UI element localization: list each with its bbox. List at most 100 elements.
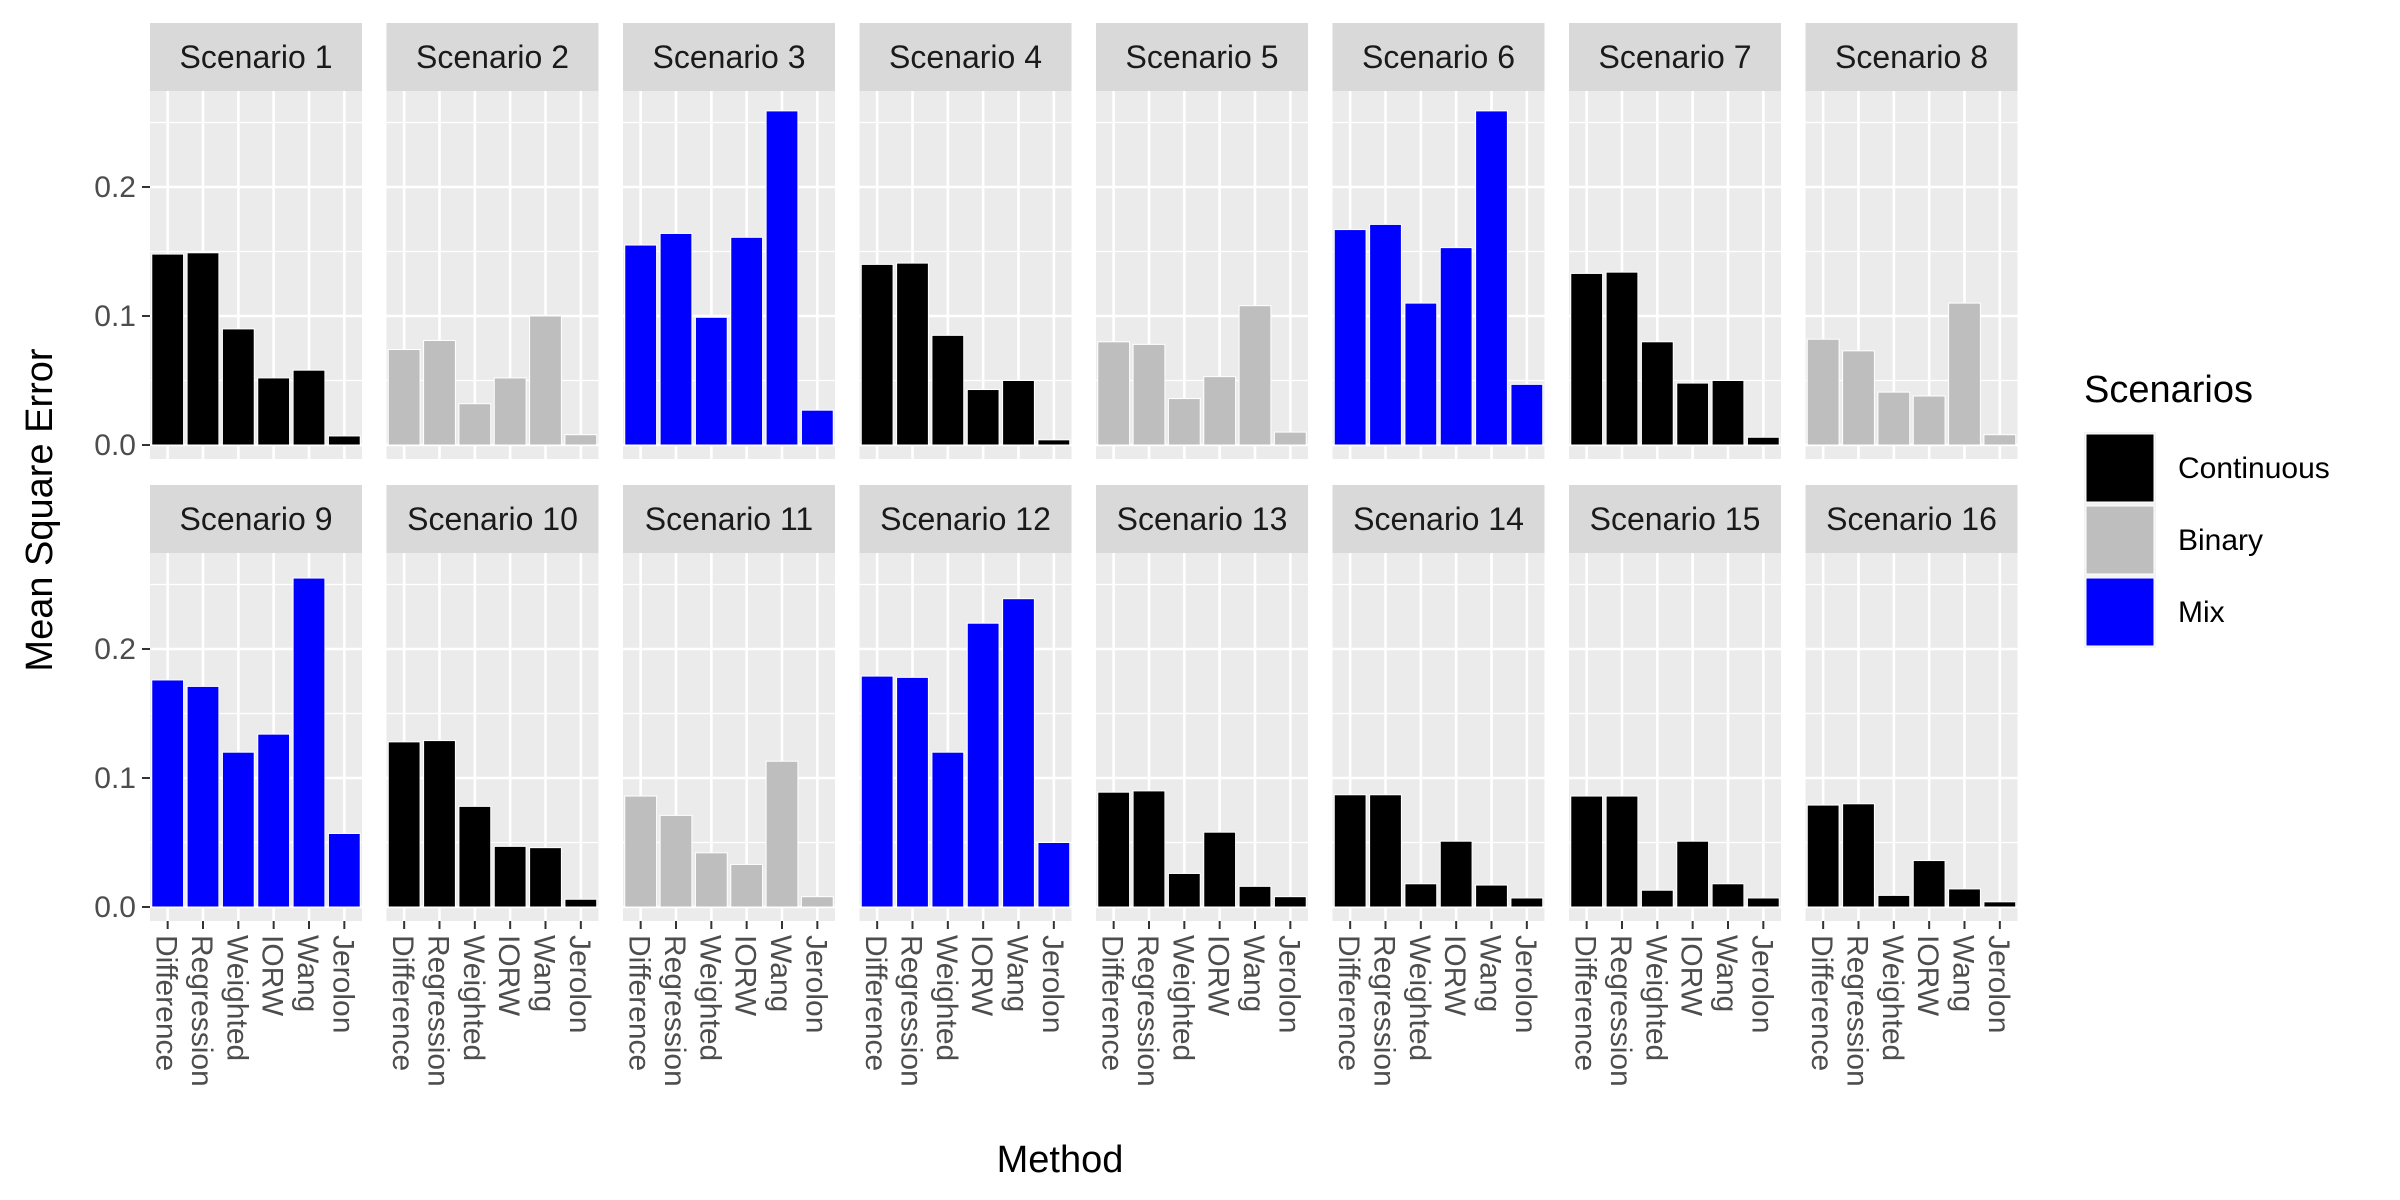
bar [694,316,728,446]
bar [1132,790,1166,908]
facet-title: Scenario 4 [889,39,1042,75]
x-tick-label: Regression [1604,935,1637,1087]
x-tick-label: Regression [1841,935,1874,1087]
facet-title: Scenario 5 [1126,39,1279,75]
bar [765,110,799,446]
bar [1510,383,1544,446]
bar [1676,840,1710,908]
bar [1203,831,1237,908]
x-tick-label: Regression [185,935,218,1087]
bar [624,795,658,908]
bar [221,751,255,908]
bar [564,898,598,908]
bar [1203,376,1237,446]
y-axis-layer: 0.0 0.1 0.2 0.0 0.1 0.2 [94,171,150,924]
x-tick-label: Weighted [1403,935,1436,1061]
bar [1746,436,1780,446]
bar [1002,380,1035,446]
legend-swatch [2085,505,2155,575]
bar [1640,341,1674,446]
legend-swatch [2085,577,2155,647]
bar [931,751,965,908]
x-tick-label: Wang [291,935,324,1012]
bar [257,733,291,908]
y-tick-label: 0.0 [94,429,136,462]
y-tick-label: 0.1 [94,762,136,795]
bar [387,349,421,446]
facet-strip [859,485,1072,553]
x-tick-label: Difference [1096,935,1129,1071]
x-tick-label: Regression [658,935,691,1087]
x-tick-label: Regression [1131,935,1164,1087]
facet-panel: Scenario 4 [859,23,1072,459]
x-tick-label: Jerolon [1036,935,1069,1033]
x-tick-label: Difference [1805,935,1838,1071]
panel-background [623,553,835,921]
bar [1037,842,1071,908]
bar [1640,889,1674,908]
bar [659,232,693,446]
facet-strip [1332,485,1545,553]
facet-strip [1805,485,2018,553]
x-tick-label: Jerolon [563,935,596,1033]
x-tick-label: Weighted [930,935,963,1061]
x-tick-label: Wang [1237,935,1270,1012]
x-tick-label: IORW [256,935,289,1017]
facet-panel: Scenario 3 [623,23,835,459]
legend-swatch [2085,433,2155,503]
facet-panel: Scenario 9 [150,485,362,921]
bar [564,434,598,446]
x-tick-label: Wang [1947,935,1980,1012]
facet-panel: Scenario 8 [1805,23,2018,459]
bar [1404,302,1438,446]
facet-title: Scenario 7 [1599,39,1752,75]
facet-title: Scenario 9 [180,501,333,537]
bar [1877,894,1911,908]
facet-title: Scenario 12 [880,501,1051,537]
facet-title: Scenario 15 [1590,501,1761,537]
bar [151,253,185,446]
x-tick-label: Jerolon [1982,935,2015,1033]
facet-title: Scenario 14 [1353,501,1524,537]
bar [1238,885,1272,908]
y-tick-label: 0.0 [94,891,136,924]
legend-label: Continuous [2178,452,2330,485]
bar [800,896,834,908]
x-tick-label: Jerolon [1745,935,1778,1033]
panel-background [1096,91,1308,459]
x-tick-label: IORW [1438,935,1471,1017]
facet-panel: Scenario 16 [1805,485,2018,921]
panel-background [150,91,362,459]
bar [327,435,361,446]
bar [1912,395,1946,446]
facet-panel: Scenario 15 [1569,485,1781,921]
x-tick-label: IORW [965,935,998,1017]
x-tick-label: Difference [623,935,656,1071]
bar [730,863,764,908]
x-tick-label: Jerolon [799,935,832,1033]
bar [800,409,834,446]
bar [387,741,421,908]
bar [327,832,361,908]
facet-strip [386,23,599,91]
facet-title: Scenario 8 [1835,39,1988,75]
facet-strip [859,23,1072,91]
bar [1948,888,1981,908]
bar [860,263,894,446]
panel-background [1805,553,2018,921]
bar [1570,272,1604,446]
facet-strip [150,485,362,553]
bar [966,389,1000,446]
facet-panel: Scenario 14 [1332,485,1545,921]
facet-title: Scenario 13 [1117,501,1288,537]
bar [1948,302,1981,446]
bar [966,622,1000,908]
panel-background [1805,91,2018,459]
facet-strip [1569,485,1781,553]
y-axis-title: Mean Square Error [19,348,61,671]
y-tick-label: 0.2 [94,171,136,204]
x-tick-label: Difference [150,935,183,1071]
facet-title: Scenario 16 [1826,501,1997,537]
facet-panel: Scenario 6 [1332,23,1545,459]
